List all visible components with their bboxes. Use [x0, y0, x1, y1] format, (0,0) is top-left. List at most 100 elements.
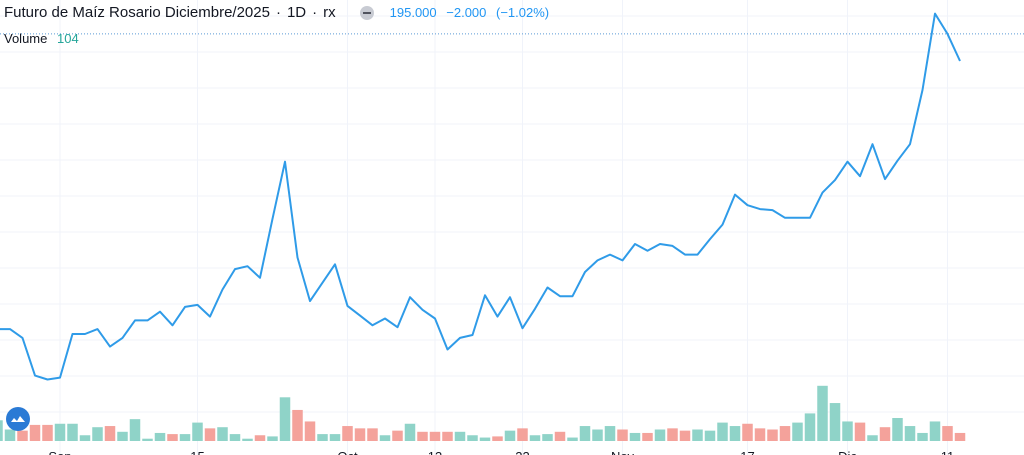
volume-bar	[254, 435, 266, 441]
volume-bar	[779, 426, 791, 441]
volume-bar	[467, 435, 478, 441]
volume-bar	[192, 422, 203, 441]
volume-bar	[954, 432, 966, 441]
x-axis-ticks: Sep 15 Oct 13 22 Nov 17 Dic 11	[48, 449, 954, 455]
volume-bar	[904, 426, 916, 441]
change-value: −2.000	[446, 5, 487, 20]
volume-bar	[392, 430, 403, 441]
last-price-value: 195.000	[389, 5, 437, 20]
volume-bar	[542, 434, 553, 441]
volume-bar	[104, 426, 116, 441]
volume-bar	[292, 409, 303, 441]
volume-bar	[379, 435, 391, 441]
volume-bar	[329, 434, 341, 441]
x-tick-label: 22	[515, 449, 529, 455]
volume-bar	[204, 428, 216, 441]
volume-bar	[679, 430, 691, 441]
volume-bar	[554, 431, 566, 441]
volume-bar	[342, 426, 353, 441]
volume-bar	[604, 426, 616, 441]
exchange-label: rx	[323, 4, 336, 21]
volume-bar	[67, 423, 78, 441]
volume-bar	[317, 434, 328, 441]
volume-bar	[142, 438, 153, 441]
volume-bar	[717, 422, 728, 441]
volume-bar	[154, 432, 166, 441]
x-tick-label: 11	[941, 449, 955, 455]
volume-bar	[179, 434, 191, 441]
volume-bar	[929, 421, 941, 441]
volume-bar	[92, 427, 103, 441]
volume-bar	[117, 431, 128, 441]
x-tick-label: 17	[740, 449, 754, 455]
volume-bar	[242, 438, 253, 441]
volume-value: 104	[57, 31, 79, 46]
volume-bar	[429, 431, 441, 441]
volume-bar	[567, 437, 578, 441]
volume-legend: Volume 104	[4, 31, 79, 46]
x-tick-label: Sep	[48, 449, 71, 455]
volume-bar	[517, 428, 528, 441]
x-tick-label: Nov	[611, 449, 635, 455]
x-tick-label: Oct	[337, 449, 358, 455]
change-pct-value: (−1.02%)	[496, 5, 550, 20]
volume-label: Volume	[4, 31, 48, 46]
volume-bar	[754, 428, 766, 441]
volume-bar	[442, 431, 453, 441]
volume-bar	[479, 437, 491, 441]
volume-bar	[17, 430, 28, 441]
volume-bar	[692, 429, 703, 441]
volume-bar	[504, 430, 516, 441]
volume-bar	[767, 429, 778, 441]
volume-bar	[629, 432, 641, 441]
volume-bar	[217, 427, 228, 441]
volume-bar	[167, 434, 178, 441]
volume-bar	[704, 430, 716, 441]
interval-label[interactable]: 1D	[286, 4, 307, 21]
volume-bar	[304, 421, 316, 441]
volume-bar	[417, 431, 428, 441]
price-series-line	[0, 12, 961, 381]
volume-bar	[817, 385, 828, 441]
hide-series-icon[interactable]	[359, 5, 374, 20]
quote-values: 195.000 −2.000 (−1.02%)	[390, 5, 556, 20]
volume-bar	[667, 428, 678, 441]
volume-bar	[404, 423, 416, 441]
volume-bar	[804, 413, 816, 441]
symbol-title: Futuro de Maíz Rosario Diciembre/2025	[4, 4, 270, 21]
volume-bar	[829, 403, 841, 441]
volume-bar	[279, 397, 291, 441]
x-tick-label: 13	[428, 449, 442, 455]
volume-bar	[267, 436, 278, 441]
volume-bar	[742, 423, 753, 441]
volume-bar	[354, 428, 366, 441]
volume-bar	[942, 426, 953, 441]
x-tick-label: 15	[190, 449, 204, 455]
logo-icon[interactable]	[6, 407, 30, 431]
volume-bar	[367, 428, 378, 441]
volume-bar	[854, 422, 866, 441]
volume-bar	[892, 418, 903, 441]
volume-bar	[592, 429, 603, 441]
volume-bar	[454, 431, 466, 441]
volume-bar	[579, 426, 591, 441]
volume-bar	[54, 423, 66, 441]
volume-bar	[842, 421, 853, 441]
volume-bar	[42, 424, 53, 441]
volume-bar	[642, 432, 653, 441]
volume-bar	[0, 420, 3, 441]
volume-bar	[617, 429, 628, 441]
chart-legend: Futuro de Maíz Rosario Diciembre/2025 · …	[4, 4, 555, 21]
volume-bar	[79, 435, 91, 441]
volume-bar	[879, 427, 891, 441]
volume-bar	[792, 422, 803, 441]
volume-bar	[917, 432, 928, 441]
volume-bar	[129, 419, 141, 441]
x-tick-label: Dic	[838, 449, 857, 455]
volume-bar	[654, 429, 666, 441]
volume-bar	[492, 436, 503, 441]
cloud-chart-icon	[11, 416, 25, 422]
volume-bars	[0, 385, 966, 441]
